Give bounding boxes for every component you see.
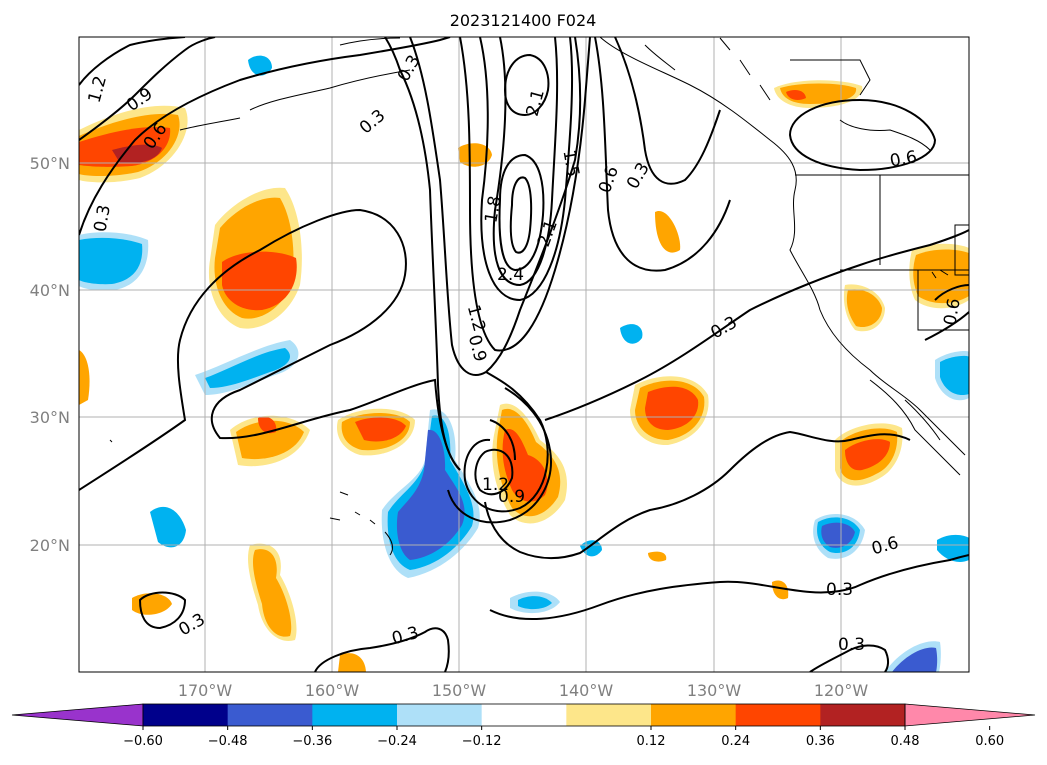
contour-lines [79, 37, 969, 672]
contour-label: 0.6 [888, 147, 918, 171]
lat-label: 20°N [30, 536, 70, 555]
chart-title: 2023121400 F024 [450, 11, 597, 30]
shade-region-positive [258, 416, 277, 434]
colorbar-segment [820, 704, 906, 726]
shade-region-negative [205, 348, 290, 388]
colorbar-tick-label: −0.36 [292, 734, 332, 749]
contour-label: 0.6 [940, 297, 964, 327]
gridlines [79, 37, 969, 672]
shaded-anomaly-field [79, 55, 969, 672]
shade-region-positive [648, 551, 667, 562]
colorbar-extend-low [11, 703, 144, 727]
colorbar-segment [227, 704, 313, 726]
shade-region-negative [150, 506, 186, 548]
lat-label: 50°N [30, 154, 70, 173]
contour-label: 1.2 [482, 475, 509, 495]
shade-region-negative [620, 324, 643, 344]
contour-label: 0.9 [498, 487, 525, 507]
colorbar-tick-label: 0.12 [637, 734, 666, 749]
colorbar-tick-label: −0.60 [123, 734, 163, 749]
contour-label: 0.3 [838, 635, 865, 655]
longitude-labels: 170°W 160°W 150°W 140°W 130°W 120°W [178, 681, 869, 700]
shade-region-positive [112, 144, 162, 164]
colorbar-tick-label: −0.12 [462, 734, 502, 749]
coastlines [109, 37, 969, 556]
shade-region-positive [458, 143, 492, 167]
colorbar-frame [142, 703, 906, 727]
shade-region-positive [786, 90, 806, 100]
colorbar-segment [312, 704, 398, 726]
shade-region-negative [248, 55, 272, 76]
shade-region-positive [236, 420, 304, 460]
lat-label: 40°N [30, 281, 70, 300]
colorbar-tick-label: −0.24 [377, 734, 417, 749]
map-frame [78, 36, 970, 673]
lat-label: 30°N [30, 408, 70, 427]
colorbar-tick-label: −0.48 [208, 734, 248, 749]
colorbar-tick-label: 0.36 [806, 734, 835, 749]
colorbar-segments [11, 703, 1036, 727]
map-background [79, 37, 969, 672]
contour-label: 2.4 [497, 265, 524, 285]
shade-region-negative [937, 534, 969, 562]
colorbar-segment [651, 704, 737, 726]
map-panel: 1.2 0.9 0.6 0.3 0.3 0.3 2.1 1.5 0.6 0.3 … [78, 36, 970, 673]
shade-region-positive [645, 386, 699, 430]
colorbar: −0.60 −0.48 −0.36 −0.24 −0.12 0.12 0.24 0.36 0.4… [11, 703, 1036, 749]
shade-region-negative [79, 237, 143, 285]
colorbar-extend-high [904, 703, 1036, 727]
shade-region-positive [846, 289, 882, 328]
colorbar-segment [143, 704, 229, 726]
colorbar-segment [735, 704, 821, 726]
shade-region-positive [772, 580, 789, 600]
shade-region-negative [821, 522, 855, 548]
shade-region-negative [940, 355, 969, 396]
shade-region-positive [655, 210, 681, 253]
shade-region-negative [518, 596, 552, 610]
lon-label: 140°W [559, 681, 614, 700]
colorbar-segment [481, 704, 567, 726]
colorbar-tick-label: 0.24 [721, 734, 750, 749]
colorbar-ticks: −0.60 −0.48 −0.36 −0.24 −0.12 0.12 0.24 0.36 0.4… [123, 726, 1004, 749]
colorbar-tick-label: 0.48 [891, 734, 920, 749]
shade-region-negative [396, 429, 465, 560]
lon-label: 160°W [305, 681, 360, 700]
shade-region-positive [845, 439, 890, 471]
contour-label: 0.3 [91, 203, 115, 233]
colorbar-tick-label: 0.60 [975, 734, 1004, 749]
lon-label: 130°W [687, 681, 742, 700]
contour-label: 1.8 [481, 194, 505, 224]
shade-region-negative [892, 647, 938, 672]
latitude-labels: 50°N 40°N 30°N 20°N [30, 154, 70, 555]
lon-label: 120°W [814, 681, 869, 700]
shade-region-positive [355, 417, 406, 442]
lon-label: 170°W [178, 681, 233, 700]
shade-region-positive [222, 251, 297, 311]
shade-region-positive [338, 653, 366, 672]
colorbar-segment [397, 704, 483, 726]
colorbar-segment [566, 704, 652, 726]
contour-label: 1.5 [558, 148, 582, 178]
lon-label: 150°W [432, 681, 487, 700]
shade-region-positive [252, 549, 292, 637]
shade-region-negative [79, 350, 90, 405]
contour-label: 0.3 [826, 580, 853, 600]
